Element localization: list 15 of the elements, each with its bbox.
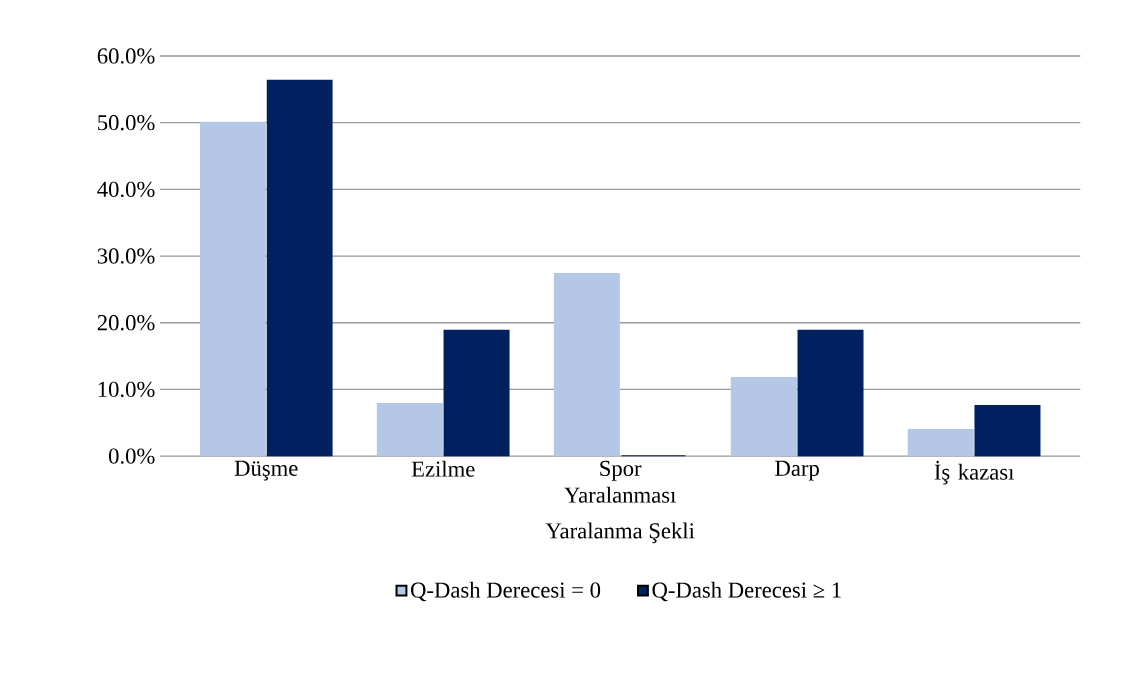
x-tick-label: Düşme (234, 461, 298, 481)
x-tick-label: Darp (775, 461, 819, 481)
y-tick-label: 20.0% (97, 315, 155, 331)
y-tick-label: 30.0% (97, 248, 155, 264)
y-tick-label: 0.0% (108, 448, 155, 465)
y-tick-label: 10.0% (98, 381, 155, 398)
x-axis-title: Yaralanma Şekli (545, 522, 695, 544)
y-tick-label: 50.0% (98, 115, 155, 131)
x-tick-label: Ezilme (411, 461, 475, 478)
legend-label: Q-Dash Derecesi = 0 (410, 582, 601, 602)
y-tick-label: 60.0% (97, 48, 155, 64)
legend-label: Q-Dash Derecesi ≥ 1 (652, 582, 841, 602)
y-tick-label: 40.0% (97, 181, 155, 198)
x-tick-label: Spor Yaralanması (564, 461, 676, 503)
x-tick-label: İş kazası (934, 461, 1014, 485)
